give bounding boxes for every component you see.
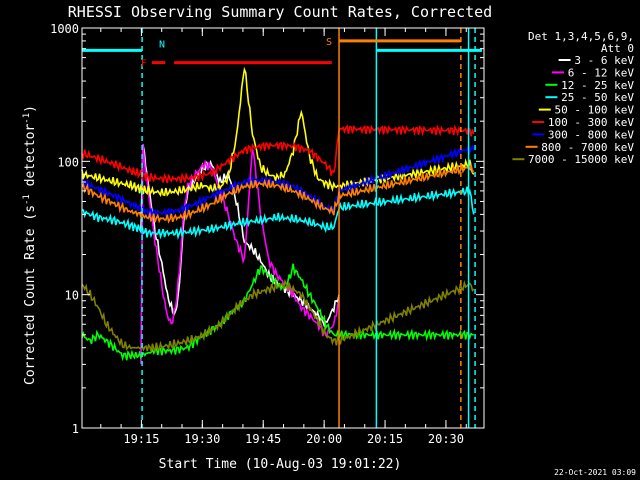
y-tick-label: 1 — [72, 422, 79, 436]
y-axis-label-sup1: -1 — [22, 194, 32, 205]
legend-entry-label: 25 - 50 keV — [561, 91, 634, 104]
x-axis-label: Start Time (10-Aug-03 19:01:22) — [159, 457, 402, 472]
series-line-6-part-0 — [81, 143, 475, 219]
flag-label-F: F — [141, 59, 147, 70]
footer-date: 22-Oct-2021 03:09 — [554, 468, 636, 477]
legend-entry-label: 300 - 800 keV — [548, 128, 634, 141]
axes: 1 10 100 1000 19:15 19:30 19:45 20:00 20:15 20:30 — [50, 22, 485, 446]
legend-entry-label: 6 - 12 keV — [568, 66, 635, 79]
series-line-0-part-0 — [140, 144, 340, 329]
series-line-1-part-0 — [140, 143, 340, 365]
legend-entry-label: 12 - 25 keV — [561, 79, 634, 92]
series-line-7-part-0 — [81, 161, 475, 224]
series-line-8-part-0 — [81, 278, 475, 354]
legend-entry-label: 3 - 6 keV — [574, 54, 634, 67]
plot-frame — [81, 27, 485, 429]
y-tick-label: 100 — [57, 155, 79, 169]
plot-area: N F S — [81, 28, 482, 428]
chart-title: RHESSI Observing Summary Count Rates, Co… — [68, 3, 492, 21]
x-tick-label: 19:15 — [123, 432, 159, 446]
series-line-3-part-0 — [81, 186, 475, 240]
x-tick-label: 20:00 — [306, 432, 342, 446]
flag-label-N: N — [159, 39, 165, 50]
legend-entry-label: 100 - 300 keV — [548, 116, 634, 129]
legend-entry-label: 50 - 100 keV — [555, 104, 635, 117]
x-tick-label: 19:45 — [245, 432, 281, 446]
legend-entry-label: 800 - 7000 keV — [541, 141, 634, 154]
y-axis-label-mid: detector — [23, 124, 38, 195]
legend-entry-label: 7000 - 15000 keV — [528, 153, 634, 166]
legend-header-line-1: Det 1,3,4,5,6,9, — [528, 30, 634, 43]
y-axis-label-sup2: -1 — [22, 113, 32, 124]
y-tick-label: 10 — [65, 289, 79, 303]
flag-label-S: S — [326, 37, 332, 48]
y-tick-label: 1000 — [50, 22, 79, 36]
y-axis-label-end: ) — [23, 105, 38, 113]
legend-header-line-2: Att 0 — [601, 42, 634, 55]
y-axis-label: Corrected Count Rate (s-1 detector-1) — [22, 105, 38, 385]
series-line-2-part-0 — [81, 263, 474, 362]
series-line-5-part-0 — [81, 124, 475, 184]
y-axis-label-main: Corrected Count Rate (s — [23, 205, 38, 385]
x-tick-label: 20:15 — [367, 432, 403, 446]
x-tick-label: 19:30 — [184, 432, 220, 446]
series-line-4-part-0 — [81, 66, 475, 198]
x-tick-label: 20:30 — [428, 432, 464, 446]
